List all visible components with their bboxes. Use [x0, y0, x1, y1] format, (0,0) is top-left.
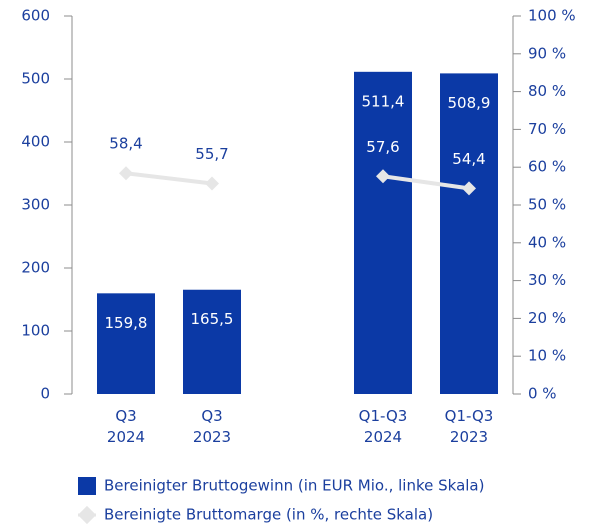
y-tick-label: 100 [21, 322, 50, 340]
y-tick-label: 500 [21, 70, 50, 88]
x-tick-label: Q1-Q3 2024 [358, 407, 408, 446]
y-tick-label: 300 [21, 196, 50, 214]
line [382, 174, 470, 191]
line-value-label: 54,4 [452, 150, 485, 168]
line-marker [462, 181, 476, 196]
bar-value-label: 511,4 [362, 92, 405, 110]
bar [354, 71, 412, 395]
y2-tick-label: 50 % [528, 196, 566, 214]
y2-tick-label: 70 % [528, 120, 566, 138]
line [125, 171, 213, 186]
line-marker [376, 169, 390, 184]
line-marker [205, 176, 219, 191]
y-tick-label: 200 [21, 259, 50, 277]
x-tick-label: Q1-Q3 2023 [444, 407, 494, 446]
line-marker [119, 166, 133, 181]
legend-swatch [78, 477, 96, 495]
bar [183, 289, 241, 394]
bar-value-label: 165,5 [191, 310, 234, 328]
y2-tick-label: 40 % [528, 233, 566, 251]
line-value-label: 55,7 [195, 145, 228, 163]
bar [97, 293, 155, 394]
x-tick-label: Q3 2024 [106, 407, 146, 446]
x-tick-label: Q3 2023 [192, 407, 232, 446]
y2-tick-label: 0 % [528, 385, 557, 403]
legend-label: Bereinigter Bruttogewinn (in EUR Mio., l… [104, 477, 484, 495]
legend-label: Bereinigte Bruttomarge (in %, rechte Ska… [104, 506, 433, 524]
y-tick-label: 400 [21, 133, 50, 151]
y-tick-label: 0 [40, 385, 50, 403]
y2-tick-label: 10 % [528, 347, 566, 365]
legend-swatch [77, 505, 97, 525]
bar [440, 73, 498, 394]
y2-tick-label: 30 % [528, 271, 566, 289]
bar-value-label: 159,8 [105, 314, 148, 332]
y-tick-label: 600 [21, 7, 50, 25]
line-value-label: 58,4 [109, 135, 142, 153]
y2-tick-label: 60 % [528, 158, 566, 176]
line-value-label: 57,6 [366, 138, 399, 156]
y2-tick-label: 20 % [528, 309, 566, 327]
y2-tick-label: 80 % [528, 82, 566, 100]
bar-value-label: 508,9 [448, 94, 491, 112]
y2-tick-label: 100 % [528, 7, 576, 25]
y2-tick-label: 90 % [528, 44, 566, 62]
